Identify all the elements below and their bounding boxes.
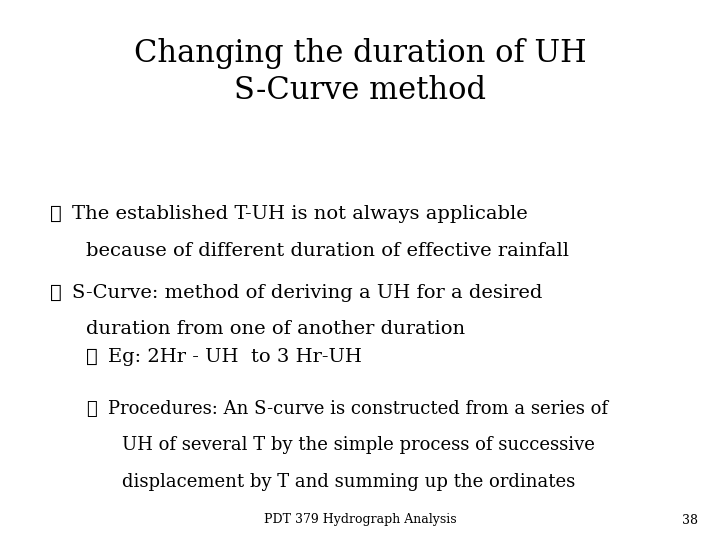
Text: ✓: ✓: [86, 400, 97, 417]
Text: displacement by T and summing up the ordinates: displacement by T and summing up the ord…: [122, 473, 576, 491]
Text: because of different duration of effective rainfall: because of different duration of effecti…: [86, 242, 570, 260]
Text: Eg: 2Hr - UH  to 3 Hr-UH: Eg: 2Hr - UH to 3 Hr-UH: [108, 348, 362, 366]
Text: Procedures: An S-curve is constructed from a series of: Procedures: An S-curve is constructed fr…: [108, 400, 608, 417]
Text: Changing the duration of UH
S-Curve method: Changing the duration of UH S-Curve meth…: [134, 38, 586, 106]
Text: duration from one of another duration: duration from one of another duration: [86, 320, 466, 338]
Text: ✓: ✓: [50, 205, 62, 223]
Text: PDT 379 Hydrograph Analysis: PDT 379 Hydrograph Analysis: [264, 514, 456, 526]
Text: UH of several T by the simple process of successive: UH of several T by the simple process of…: [122, 436, 595, 454]
Text: ✓: ✓: [86, 348, 98, 366]
Text: 38: 38: [683, 514, 698, 526]
Text: S-Curve: method of deriving a UH for a desired: S-Curve: method of deriving a UH for a d…: [72, 284, 542, 301]
Text: ✓: ✓: [50, 284, 62, 301]
Text: The established T-UH is not always applicable: The established T-UH is not always appli…: [72, 205, 528, 223]
